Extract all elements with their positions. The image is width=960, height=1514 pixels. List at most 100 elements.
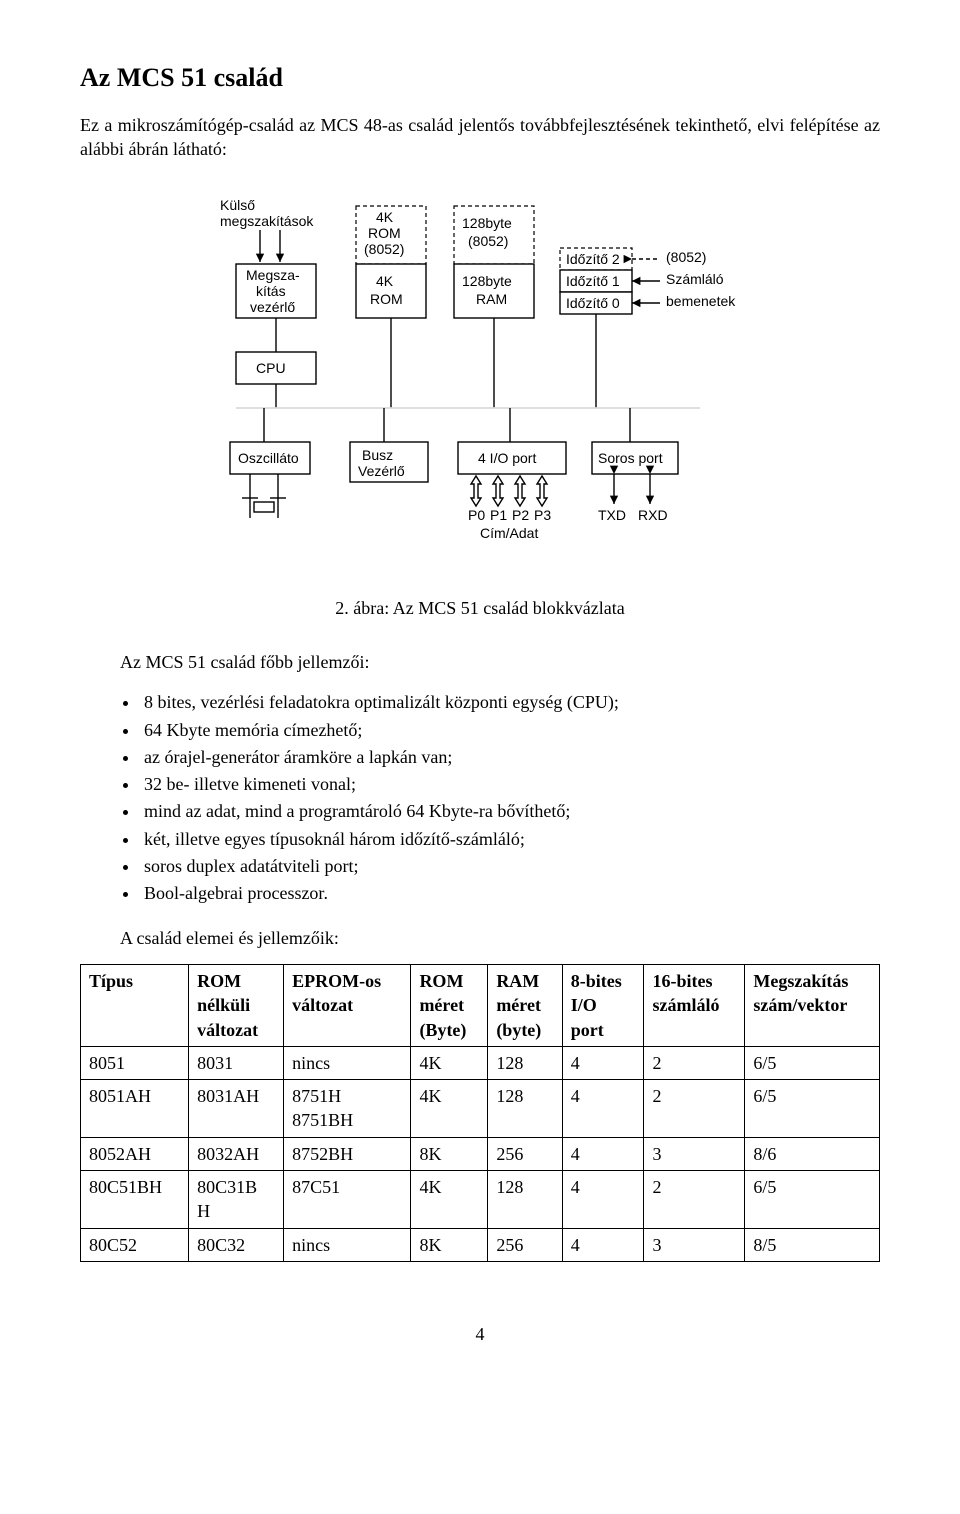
table-header-cell: ROMnélküliváltozat xyxy=(189,964,284,1046)
features-heading: Az MCS 51 család főbb jellemzői: xyxy=(120,650,880,674)
table-row: 8051AH8031AH8751H8751BH4K128426/5 xyxy=(81,1080,880,1138)
table-cell: 80C51BH xyxy=(81,1171,189,1229)
table-cell: 3 xyxy=(644,1228,745,1261)
table-cell: 4K xyxy=(411,1080,488,1138)
label-kulso1: Külső xyxy=(220,197,255,213)
table-cell: 80C32 xyxy=(189,1228,284,1261)
label-megszak2: kítás xyxy=(256,283,286,299)
label-idozito0: Időzítő 0 xyxy=(566,295,620,311)
table-cell: 4 xyxy=(562,1137,644,1170)
feature-item: 8 bites, vezérlési feladatokra optimaliz… xyxy=(140,690,880,714)
table-cell: 8052AH xyxy=(81,1137,189,1170)
variants-table: TípusROMnélküliváltozatEPROM-osváltozatR… xyxy=(80,964,880,1262)
label-cimadat: Cím/Adat xyxy=(480,525,538,541)
table-cell: 256 xyxy=(488,1228,562,1261)
label-soros: Soros port xyxy=(598,450,663,466)
table-cell: 128 xyxy=(488,1046,562,1079)
feature-item: mind az adat, mind a programtároló 64 Kb… xyxy=(140,799,880,823)
table-cell: 8K xyxy=(411,1137,488,1170)
feature-item: soros duplex adatátviteli port; xyxy=(140,854,880,878)
feature-item: 64 Kbyte memória címezhető; xyxy=(140,718,880,742)
table-cell: 128 xyxy=(488,1080,562,1138)
table-header-cell: ROMméret(Byte) xyxy=(411,964,488,1046)
table-header-cell: RAMméret(byte) xyxy=(488,964,562,1046)
table-cell: 8/5 xyxy=(745,1228,880,1261)
label-cpu: CPU xyxy=(256,360,286,376)
table-cell: 4 xyxy=(562,1228,644,1261)
label-ram: RAM xyxy=(476,291,507,307)
label-rom8052c: (8052) xyxy=(364,241,404,257)
table-header-cell: Típus xyxy=(81,964,189,1046)
label-szaml2: bemenetek xyxy=(666,293,736,309)
feature-item: az órajel-generátor áramköre a lapkán va… xyxy=(140,745,880,769)
table-cell: 4K xyxy=(411,1171,488,1229)
table-cell: 6/5 xyxy=(745,1046,880,1079)
feature-item: két, illetve egyes típusoknál három időz… xyxy=(140,827,880,851)
label-megszak3: vezérlő xyxy=(250,299,295,315)
features-list: 8 bites, vezérlési feladatokra optimaliz… xyxy=(140,690,880,905)
label-ram8052b: (8052) xyxy=(468,233,508,249)
page-title: Az MCS 51 család xyxy=(80,60,880,95)
table-cell: 8031 xyxy=(189,1046,284,1079)
label-busz1: Busz xyxy=(362,447,393,463)
table-cell: 8751H8751BH xyxy=(284,1080,411,1138)
page-number: 4 xyxy=(80,1322,880,1346)
table-cell: nincs xyxy=(284,1046,411,1079)
table-cell: 2 xyxy=(644,1080,745,1138)
table-cell: 8032AH xyxy=(189,1137,284,1170)
intro-paragraph: Ez a mikroszámítógép-család az MCS 48-as… xyxy=(80,113,880,162)
feature-item: 32 be- illetve kimeneti vonal; xyxy=(140,772,880,796)
table-header-cell: 8-bitesI/Oport xyxy=(562,964,644,1046)
table-row: 8052AH8032AH8752BH8K256438/6 xyxy=(81,1137,880,1170)
table-cell: 4K xyxy=(411,1046,488,1079)
table-header-cell: Megszakításszám/vektor xyxy=(745,964,880,1046)
label-rom8052a: 4K xyxy=(376,209,394,225)
label-idozito2: Időzítő 2 xyxy=(566,251,620,267)
table-cell: 256 xyxy=(488,1137,562,1170)
table-cell: 4 xyxy=(562,1171,644,1229)
label-megszak1: Megsza- xyxy=(246,267,300,283)
table-cell: 87C51 xyxy=(284,1171,411,1229)
table-cell: 8752BH xyxy=(284,1137,411,1170)
label-txd: TXD xyxy=(598,507,626,523)
feature-item: Bool-algebrai processzor. xyxy=(140,881,880,905)
table-cell: 80C52 xyxy=(81,1228,189,1261)
label-rom8052b: ROM xyxy=(368,225,401,241)
label-p2: P2 xyxy=(512,507,529,523)
label-ioport: 4 I/O port xyxy=(478,450,536,466)
label-idozito1: Időzítő 1 xyxy=(566,273,620,289)
table-row: 80C51BH80C31BH87C514K128426/5 xyxy=(81,1171,880,1229)
label-ram8052a: 128byte xyxy=(462,215,512,231)
label-p3: P3 xyxy=(534,507,551,523)
table-cell: 6/5 xyxy=(745,1080,880,1138)
table-cell: 8031AH xyxy=(189,1080,284,1138)
table-cell: 3 xyxy=(644,1137,745,1170)
table-cell: 8051AH xyxy=(81,1080,189,1138)
table-cell: 80C31BH xyxy=(189,1171,284,1229)
table-cell: 2 xyxy=(644,1171,745,1229)
label-busz2: Vezérlő xyxy=(358,463,405,479)
table-row: 80518031nincs4K128426/5 xyxy=(81,1046,880,1079)
block-diagram: Külső megszakítások Megsza- kítás vezérl… xyxy=(80,180,880,580)
label-rom4k: 4K xyxy=(376,273,394,289)
label-p1: P1 xyxy=(490,507,507,523)
table-cell: 8/6 xyxy=(745,1137,880,1170)
table-cell: 2 xyxy=(644,1046,745,1079)
label-rxd: RXD xyxy=(638,507,668,523)
table-row: 80C5280C32nincs8K256438/5 xyxy=(81,1228,880,1261)
table-cell: 4 xyxy=(562,1080,644,1138)
table-cell: nincs xyxy=(284,1228,411,1261)
label-p0: P0 xyxy=(468,507,485,523)
table-cell: 4 xyxy=(562,1046,644,1079)
label-i8052: (8052) xyxy=(666,249,706,265)
table-intro: A család elemei és jellemzőik: xyxy=(120,926,880,950)
label-osc: Oszcilláto xyxy=(238,450,299,466)
table-cell: 8K xyxy=(411,1228,488,1261)
io-port-arrows xyxy=(471,476,547,506)
label-kulso2: megszakítások xyxy=(220,213,314,229)
label-rom: ROM xyxy=(370,291,403,307)
table-header-cell: EPROM-osváltozat xyxy=(284,964,411,1046)
figure-caption: 2. ábra: Az MCS 51 család blokkvázlata xyxy=(80,596,880,620)
table-header-cell: 16-bitesszámláló xyxy=(644,964,745,1046)
table-cell: 128 xyxy=(488,1171,562,1229)
